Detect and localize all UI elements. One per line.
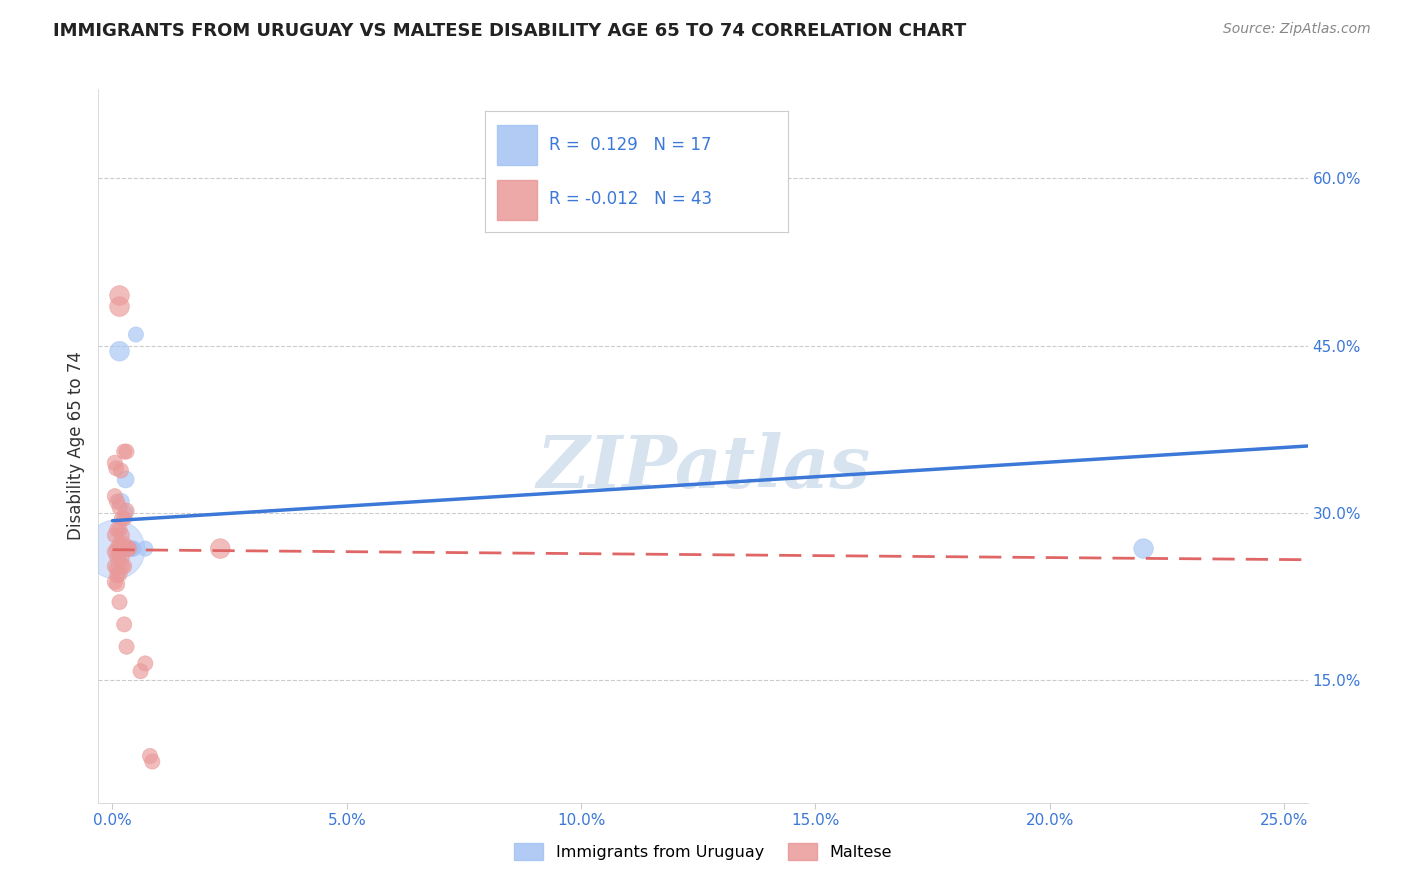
Text: ZIPatlas: ZIPatlas <box>536 432 870 503</box>
Point <box>111 539 134 553</box>
Point <box>118 541 141 556</box>
Point <box>105 568 128 582</box>
Point <box>108 567 131 582</box>
Point <box>104 456 127 470</box>
Point <box>118 541 141 556</box>
Point <box>108 288 131 302</box>
Point <box>114 506 136 520</box>
Point <box>112 541 135 556</box>
Point <box>105 523 128 537</box>
Point <box>104 574 127 589</box>
Point <box>115 541 138 556</box>
Point <box>111 541 134 556</box>
Point <box>111 541 134 556</box>
Point <box>108 500 131 515</box>
Text: Source: ZipAtlas.com: Source: ZipAtlas.com <box>1223 22 1371 37</box>
Point <box>118 541 141 556</box>
Point <box>112 444 135 458</box>
Point <box>139 749 162 764</box>
Point <box>104 489 127 503</box>
Point <box>111 528 134 542</box>
Legend: Immigrants from Uruguay, Maltese: Immigrants from Uruguay, Maltese <box>508 837 898 866</box>
Point <box>1132 541 1154 556</box>
Y-axis label: Disability Age 65 to 74: Disability Age 65 to 74 <box>66 351 84 541</box>
Point <box>105 494 128 508</box>
Point <box>108 548 131 563</box>
Point <box>134 657 156 671</box>
Point <box>117 541 139 556</box>
Point <box>112 617 135 632</box>
Point <box>122 541 145 556</box>
Point <box>105 562 128 576</box>
Point <box>104 541 127 556</box>
Point <box>114 472 136 486</box>
Point <box>112 511 135 525</box>
Point <box>105 550 128 565</box>
Point <box>141 755 163 769</box>
Point <box>105 541 128 556</box>
Point <box>108 523 131 537</box>
Point <box>209 541 232 556</box>
Point <box>125 327 148 342</box>
Point <box>115 640 138 654</box>
Point <box>104 528 127 542</box>
Point <box>108 595 131 609</box>
Point <box>104 545 127 559</box>
Point <box>134 541 156 556</box>
Point <box>129 664 152 678</box>
Point <box>105 461 128 475</box>
Point <box>108 300 131 314</box>
Point <box>111 511 134 525</box>
Point <box>105 577 128 591</box>
Point <box>111 550 134 565</box>
Point <box>108 537 131 551</box>
Point <box>110 463 132 477</box>
Point <box>104 559 127 574</box>
Point <box>111 559 134 574</box>
Point <box>112 537 135 551</box>
Point <box>112 559 135 574</box>
Point <box>121 541 143 556</box>
Text: IMMIGRANTS FROM URUGUAY VS MALTESE DISABILITY AGE 65 TO 74 CORRELATION CHART: IMMIGRANTS FROM URUGUAY VS MALTESE DISAB… <box>53 22 967 40</box>
Point <box>115 503 138 517</box>
Point <box>108 344 131 359</box>
Point <box>120 541 142 556</box>
Point <box>115 444 138 458</box>
Point <box>110 494 132 508</box>
Point <box>120 541 142 556</box>
